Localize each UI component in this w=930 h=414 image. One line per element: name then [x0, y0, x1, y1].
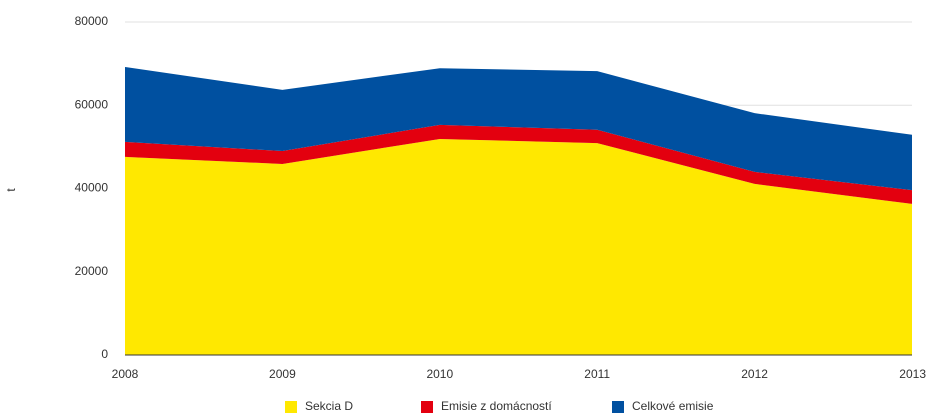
y-tick-label: 0 — [101, 347, 108, 361]
y-axis-label: t — [4, 188, 18, 192]
legend-label: Celkové emisie — [632, 399, 714, 413]
y-tick-label: 80000 — [75, 14, 109, 28]
y-tick-label: 60000 — [75, 97, 109, 111]
area — [125, 138, 912, 355]
x-tick-label: 2011 — [584, 367, 610, 381]
x-tick-label: 2013 — [899, 367, 926, 381]
legend-swatch — [285, 401, 297, 413]
y-tick-label: 20000 — [75, 264, 109, 278]
area — [125, 66, 912, 191]
legend-label: Sekcia D — [305, 399, 353, 413]
x-tick-label: 2010 — [426, 367, 453, 381]
x-tick-label: 2012 — [741, 367, 768, 381]
legend-label: Emisie z domácností — [441, 399, 552, 413]
y-tick-label: 40000 — [75, 181, 109, 195]
x-tick-label: 2009 — [269, 367, 296, 381]
legend-swatch — [612, 401, 624, 413]
area — [125, 124, 912, 204]
x-tick-label: 2008 — [112, 367, 139, 381]
legend-swatch — [421, 401, 433, 413]
